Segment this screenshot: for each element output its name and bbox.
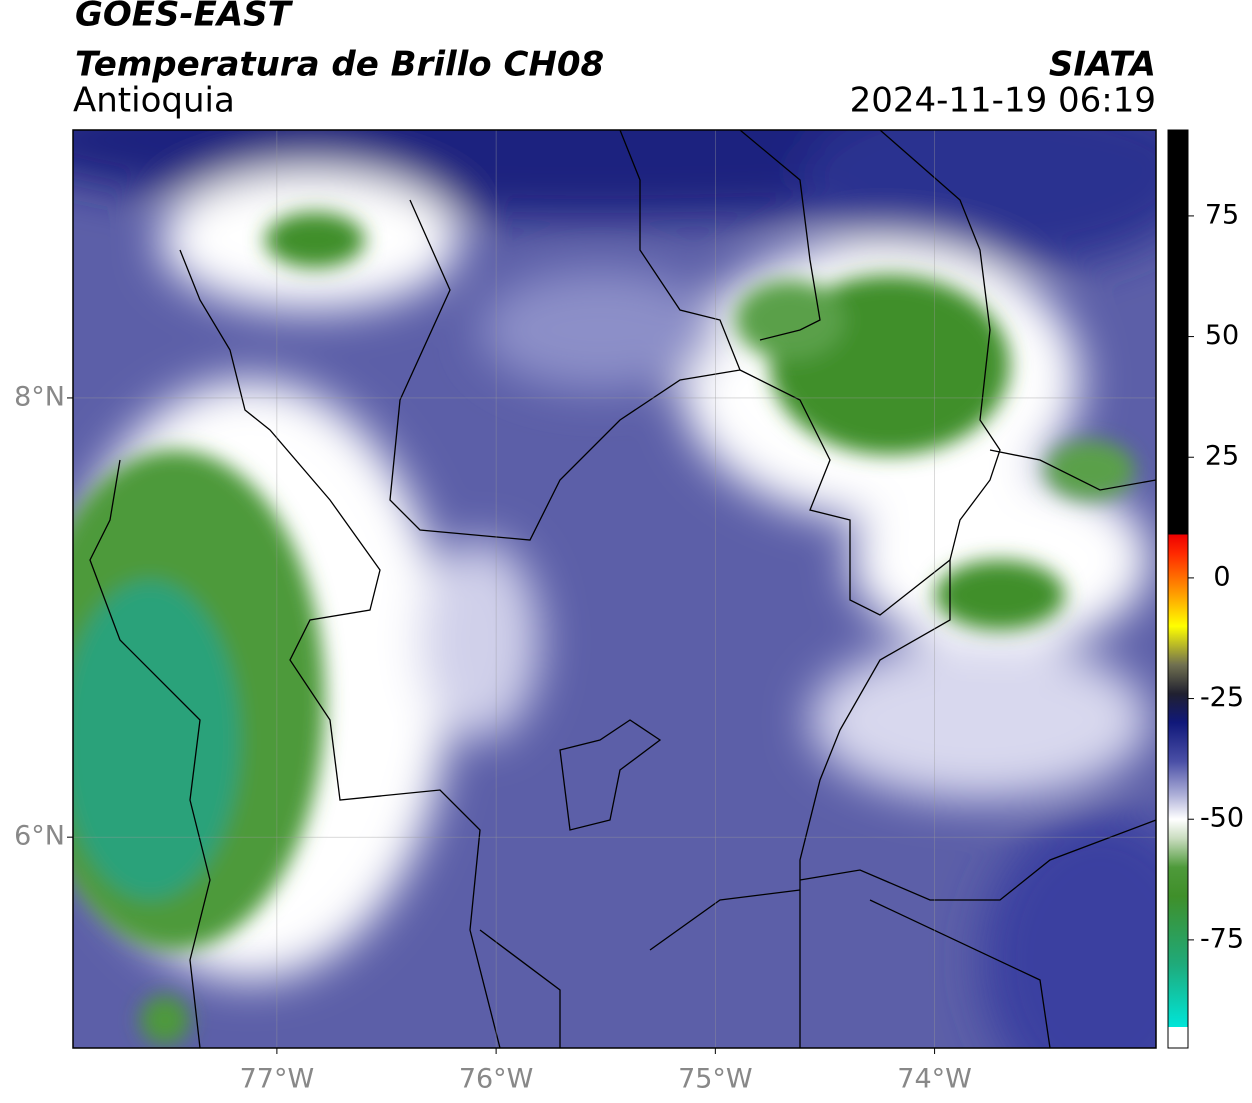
colorbar-tick-label: 0: [1213, 561, 1230, 592]
x-tick-label: 74°W: [897, 1064, 972, 1095]
map-frame: [72, 129, 1157, 1049]
imagery: [73, 130, 1156, 1048]
colorbar-tick-label: -25: [1200, 682, 1244, 713]
timestamp: 2024-11-19 06:19: [850, 81, 1156, 121]
cold-tops: [73, 212, 1135, 1045]
colorbar: [1167, 129, 1189, 1049]
colorbar-tick-label: 50: [1205, 320, 1239, 351]
y-tick-label: 8°N: [14, 381, 65, 412]
boundaries: [89, 130, 1156, 1048]
x-tick-label: 76°W: [459, 1064, 534, 1095]
x-tick-label: 75°W: [678, 1064, 753, 1095]
colorbar-tick-label: 25: [1205, 441, 1239, 472]
colorbar-tick-label: -50: [1200, 803, 1244, 834]
y-tick-label: 6°N: [14, 821, 65, 852]
x-tick-label: 77°W: [240, 1064, 315, 1095]
colorbar-tick-label: -75: [1200, 923, 1244, 954]
source: SIATA: [1049, 45, 1156, 85]
subtitle: Temperatura de Brillo CH08: [75, 45, 604, 85]
grid: [73, 130, 1156, 1048]
title: GOES-EAST: [75, 0, 294, 35]
region: Antioquia: [73, 81, 235, 121]
colorbar-tick-label: 75: [1205, 199, 1239, 230]
